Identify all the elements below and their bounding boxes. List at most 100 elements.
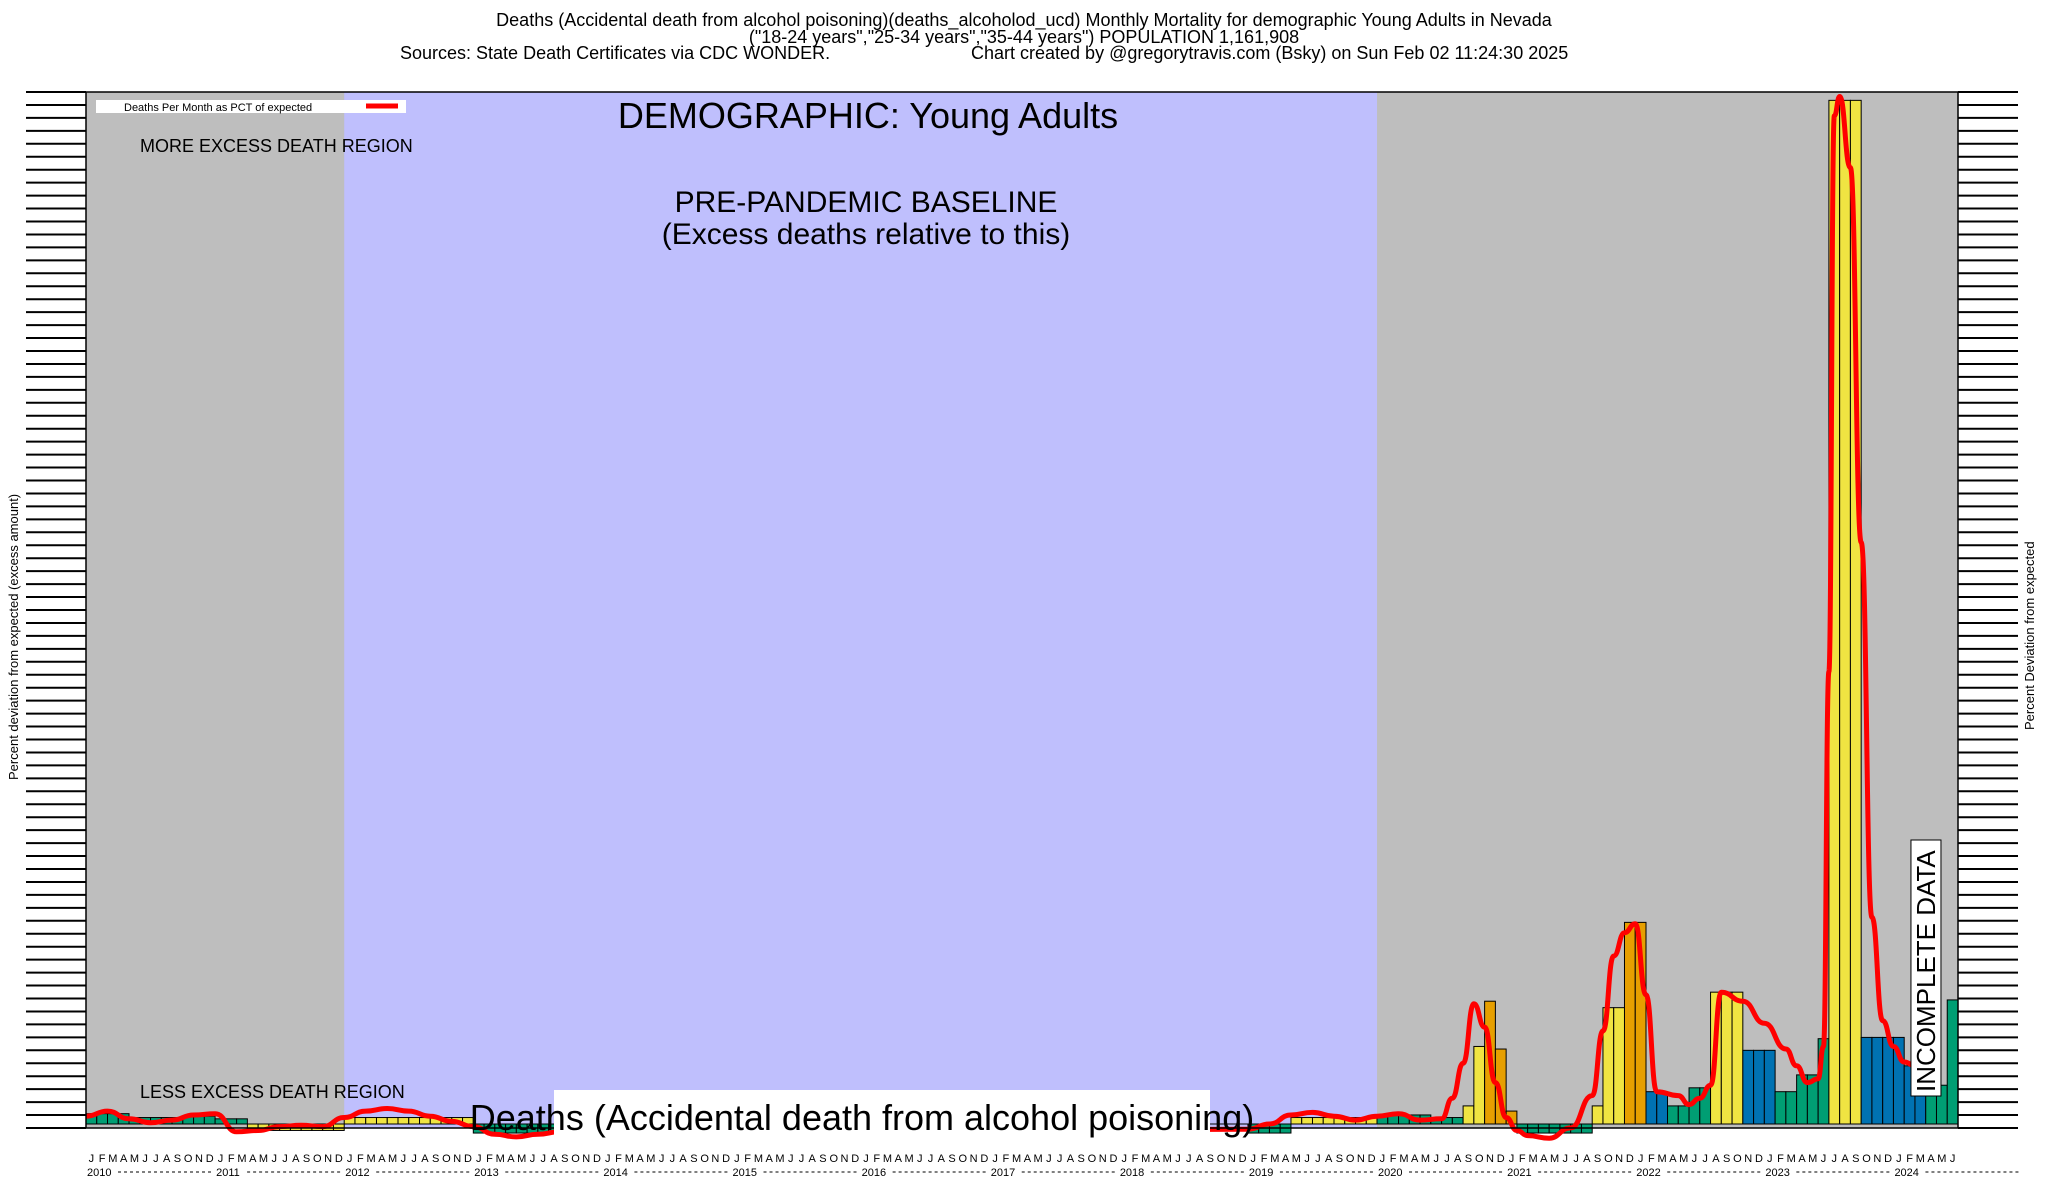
year-label-2013: 2013 [474,1167,498,1179]
x-tick-label: F [357,1153,364,1165]
x-tick-label: M [775,1153,784,1165]
bar-month-114 [1311,1117,1324,1125]
x-tick-label: J [1380,1153,1386,1165]
x-tick-label: D [980,1153,988,1165]
x-tick-label: J [1121,1153,1127,1165]
x-tick-label: J [1444,1153,1450,1165]
x-tick-label: J [605,1153,611,1165]
x-tick-label: S [174,1153,181,1165]
x-tick-label: M [1012,1153,1021,1165]
series-label-box [554,1090,1210,1140]
x-tick-label: S [1207,1153,1214,1165]
sources-text: Sources: State Death Certificates via CD… [400,43,831,63]
x-tick-label: M [1808,1153,1817,1165]
x-tick-label: A [1411,1153,1419,1165]
x-tick-label: N [970,1153,978,1165]
x-tick-label: J [992,1153,998,1165]
x-tick-label: A [636,1153,644,1165]
x-tick-label: J [1057,1153,1063,1165]
x-tick-label: A [249,1153,257,1165]
x-tick-label: J [1046,1153,1052,1165]
x-tick-label: M [1270,1153,1279,1165]
bar-month-129 [1473,1045,1486,1125]
x-tick-label: M [1399,1153,1408,1165]
bar-month-30 [408,1117,421,1125]
x-tick-label: A [1841,1153,1849,1165]
x-tick-label: F [1777,1153,1784,1165]
x-tick-label: J [1702,1153,1708,1165]
legend-label: Deaths Per Month as PCT of expected [124,102,312,114]
x-tick-label: A [1540,1153,1548,1165]
bar-month-28 [386,1117,399,1125]
x-tick-label: J [1573,1153,1579,1165]
x-tick-label: J [401,1153,407,1165]
x-tick-label: J [1251,1153,1257,1165]
x-tick-label: A [1325,1153,1333,1165]
year-label-2022: 2022 [1636,1167,1660,1179]
x-tick-label: N [1744,1153,1752,1165]
incomplete-data-label: INCOMPLETE DATA [1911,850,1941,1092]
bar-month-29 [397,1117,410,1125]
bar-month-158 [1785,1091,1798,1125]
x-tick-label: M [754,1153,763,1165]
x-tick-label: J [282,1153,288,1165]
x-tick-label: A [507,1153,515,1165]
x-tick-label: A [938,1153,946,1165]
x-tick-label: F [1002,1153,1009,1165]
x-tick-label: A [766,1153,774,1165]
bar-month-14 [236,1118,248,1125]
bar-month-163 [1839,99,1851,1125]
year-label-2014: 2014 [603,1167,627,1179]
bar-month-152 [1720,991,1733,1125]
x-tick-label: M [1141,1153,1150,1165]
x-tick-label: J [1509,1153,1515,1165]
x-tick-label: D [1109,1153,1117,1165]
year-label-2016: 2016 [862,1167,886,1179]
x-tick-label: F [615,1153,622,1165]
x-tick-label: O [700,1153,709,1165]
x-tick-label: J [917,1153,923,1165]
x-tick-label: J [142,1153,148,1165]
series-label: Deaths (Accidental death from alcohol po… [470,1097,1254,1138]
x-tick-label: N [1615,1153,1623,1165]
x-tick-label: A [1024,1153,1032,1165]
credit-text: Chart created by @gregorytravis.com (Bsk… [971,43,1569,63]
x-tick-label: F [873,1153,880,1165]
x-tick-label: A [1669,1153,1677,1165]
x-tick-label: F [744,1153,751,1165]
x-tick-label: J [1692,1153,1698,1165]
x-tick-label: M [1421,1153,1430,1165]
x-tick-label: N [582,1153,590,1165]
x-tick-label: A [550,1153,558,1165]
x-tick-label: D [722,1153,730,1165]
year-label-2015: 2015 [733,1167,757,1179]
x-tick-label: D [206,1153,214,1165]
x-tick-label: N [1357,1153,1365,1165]
bar-month-148 [1677,1105,1690,1125]
bar-month-23 [332,1123,345,1131]
x-tick-label: O [959,1153,968,1165]
x-tick-label: F [1390,1153,1397,1165]
baseline-region [344,92,1378,1128]
bar-month-25 [354,1117,367,1125]
x-tick-label: S [303,1153,310,1165]
x-tick-label: D [335,1153,343,1165]
x-tick-label: M [1528,1153,1537,1165]
x-tick-label: F [486,1153,493,1165]
x-tick-label: J [1315,1153,1321,1165]
x-tick-label: D [1626,1153,1634,1165]
bar-month-112 [1290,1117,1303,1125]
x-tick-label: D [851,1153,859,1165]
x-tick-label: D [1884,1153,1892,1165]
x-tick-label: N [1486,1153,1494,1165]
x-tick-label: M [646,1153,655,1165]
x-tick-label: O [1217,1153,1226,1165]
x-tick-label: D [593,1153,601,1165]
x-tick-label: O [442,1153,451,1165]
x-tick-label: F [1261,1153,1268,1165]
bar-month-157 [1774,1091,1787,1125]
x-tick-label: J [1175,1153,1181,1165]
x-tick-label: D [1368,1153,1376,1165]
x-tick-label: A [292,1153,300,1165]
year-label-2011: 2011 [216,1167,240,1179]
